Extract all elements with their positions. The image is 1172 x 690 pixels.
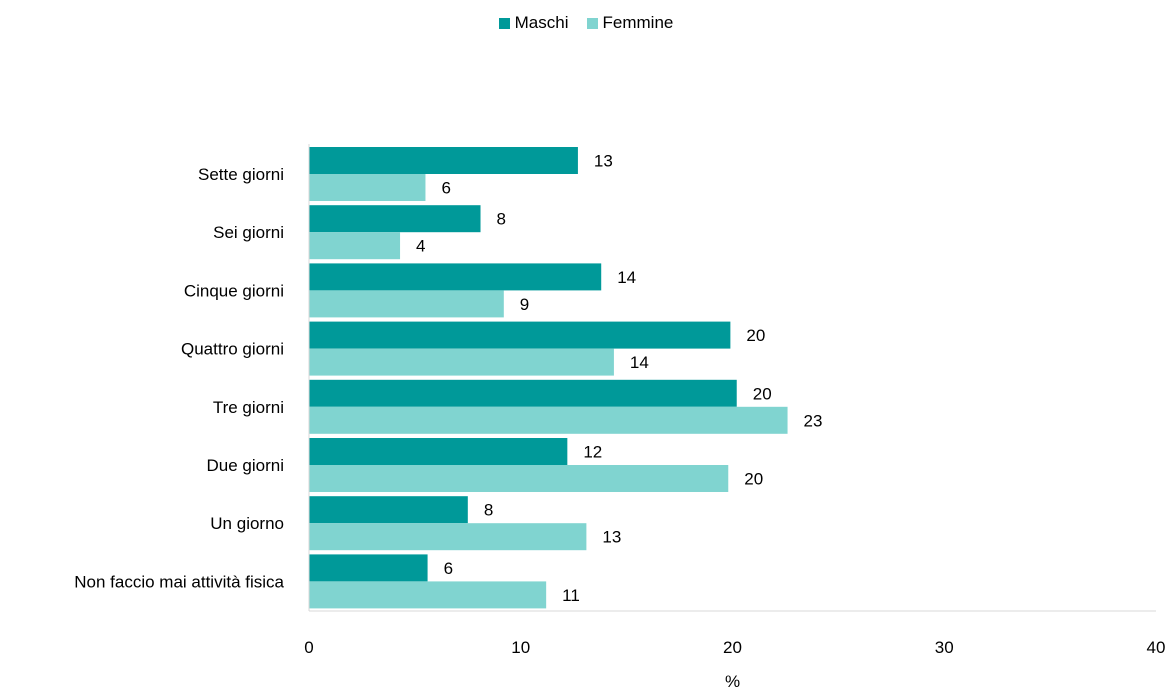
legend-swatch-femmine xyxy=(586,17,598,29)
data-label-femmine-non-faccio-mai-attivit-fisica: 11 xyxy=(562,586,580,605)
bar-maschi-non-faccio-mai-attivit-fisica xyxy=(309,554,428,582)
category-label-tre-giorni: Tre giorni xyxy=(213,398,284,417)
x-axis-title: % xyxy=(725,672,740,690)
category-label-cinque-giorni: Cinque giorni xyxy=(184,281,284,300)
legend: Maschi Femmine xyxy=(0,10,1172,36)
bar-femmine-un-giorno xyxy=(309,523,587,551)
bar-femmine-cinque-giorni xyxy=(309,290,504,318)
bar-maschi-quattro-giorni xyxy=(309,321,731,349)
category-label-sette-giorni: Sette giorni xyxy=(198,165,284,184)
category-label-un-giorno: Un giorno xyxy=(210,514,284,533)
bar-maschi-tre-giorni xyxy=(309,379,737,407)
data-label-maschi-sette-giorni: 13 xyxy=(594,152,613,171)
bar-femmine-non-faccio-mai-attivit-fisica xyxy=(309,581,547,609)
data-label-femmine-un-giorno: 13 xyxy=(602,528,621,547)
x-tick-label-20: 20 xyxy=(723,638,742,657)
bar-maschi-due-giorni xyxy=(309,438,568,465)
x-tick-label-40: 40 xyxy=(1147,638,1166,657)
bar-maschi-sette-giorni xyxy=(309,147,578,174)
x-tick-label-30: 30 xyxy=(935,638,954,657)
bar-maschi-sei-giorni xyxy=(309,205,481,233)
legend-item-femmine: Femmine xyxy=(586,13,674,33)
bar-femmine-tre-giorni xyxy=(309,406,788,434)
data-label-femmine-due-giorni: 20 xyxy=(744,470,763,489)
x-tick-label-10: 10 xyxy=(511,638,530,657)
bar-femmine-due-giorni xyxy=(309,465,729,492)
data-label-femmine-sei-giorni: 4 xyxy=(416,237,425,256)
legend-swatch-maschi xyxy=(498,17,510,29)
legend-label-maschi: Maschi xyxy=(514,13,569,32)
category-label-due-giorni: Due giorni xyxy=(207,456,285,475)
bar-femmine-sette-giorni xyxy=(309,174,426,201)
data-label-maschi-non-faccio-mai-attivit-fisica: 6 xyxy=(444,559,453,578)
data-label-femmine-tre-giorni: 23 xyxy=(804,411,823,430)
data-label-maschi-cinque-giorni: 14 xyxy=(617,268,636,287)
legend-item-maschi: Maschi xyxy=(498,13,569,33)
data-label-femmine-quattro-giorni: 14 xyxy=(630,353,649,372)
bar-maschi-cinque-giorni xyxy=(309,263,602,291)
category-label-sei-giorni: Sei giorni xyxy=(213,223,284,242)
category-label-quattro-giorni: Quattro giorni xyxy=(181,340,284,359)
category-label-non-faccio-mai-attivit-fisica: Non faccio mai attività fisica xyxy=(74,572,284,591)
data-label-femmine-cinque-giorni: 9 xyxy=(520,295,529,314)
data-label-femmine-sette-giorni: 6 xyxy=(441,179,450,198)
x-tick-label-0: 0 xyxy=(304,638,313,657)
bar-femmine-sei-giorni xyxy=(309,232,401,260)
legend-label-femmine: Femmine xyxy=(602,13,674,32)
bar-maschi-un-giorno xyxy=(309,496,468,524)
bar-femmine-quattro-giorni xyxy=(309,348,614,376)
data-label-maschi-tre-giorni: 20 xyxy=(753,384,772,403)
data-label-maschi-sei-giorni: 8 xyxy=(497,210,506,229)
data-label-maschi-due-giorni: 12 xyxy=(583,443,602,462)
data-label-maschi-quattro-giorni: 20 xyxy=(746,326,765,345)
data-label-maschi-un-giorno: 8 xyxy=(484,501,493,520)
